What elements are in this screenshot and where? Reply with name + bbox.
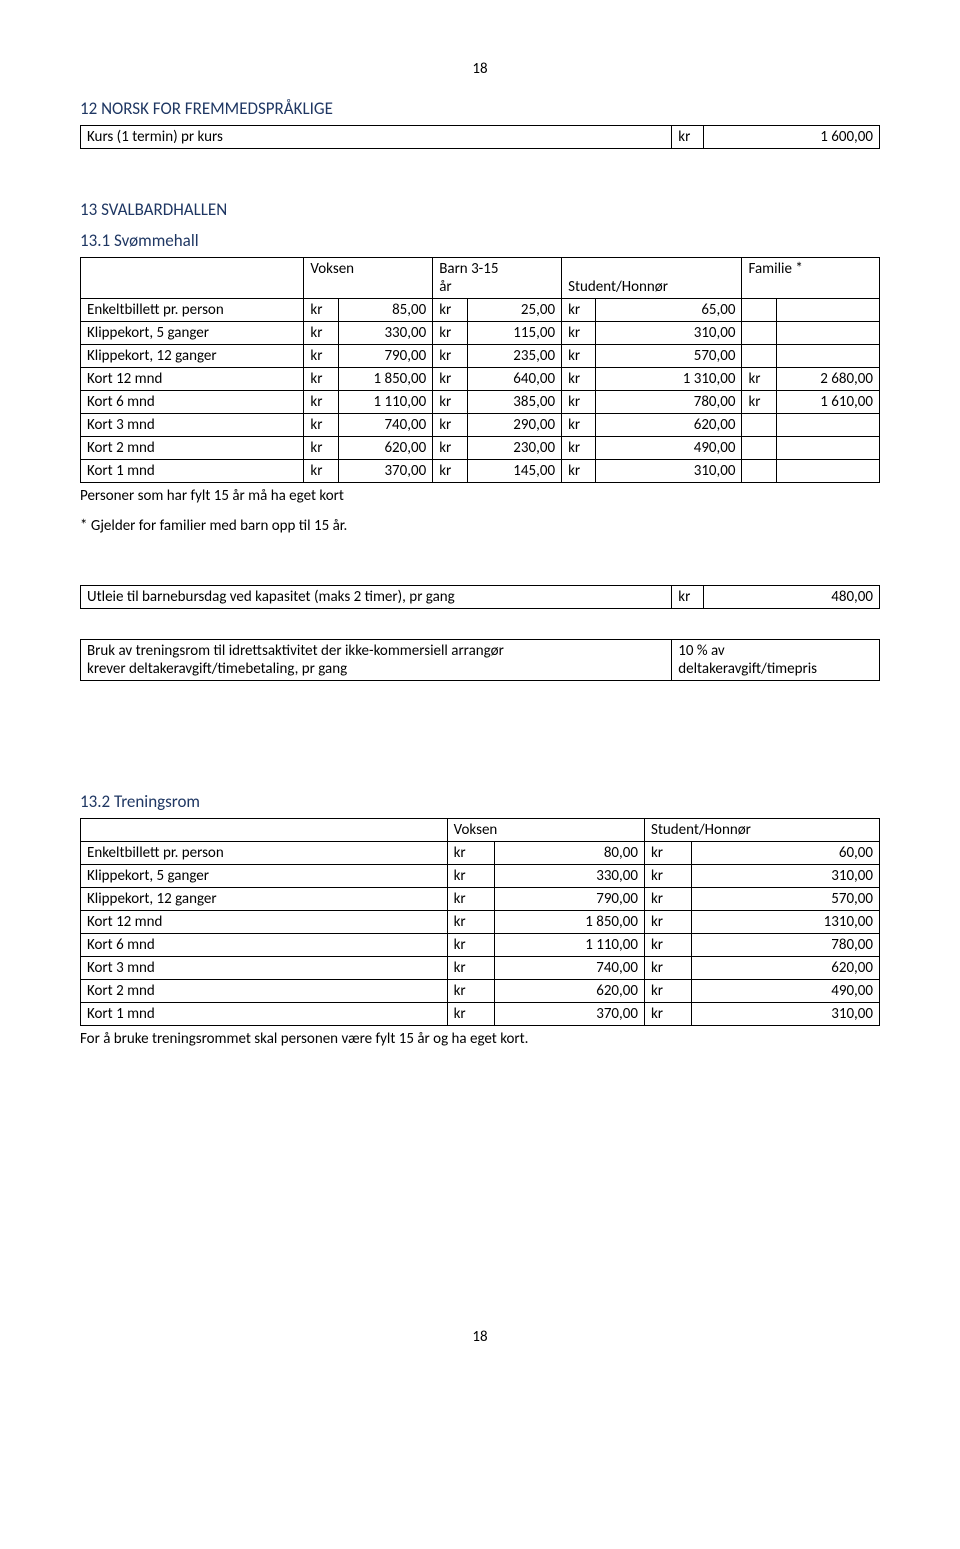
sub-132-heading: 13.2 Treningsrom	[80, 791, 880, 812]
table-row: Kort 12 mndkr1 850,00kr1310,00	[81, 911, 880, 934]
table-header-row: Voksen Barn 3-15 år Student/Honnør Famil…	[81, 258, 880, 299]
kurs-cur: kr	[672, 126, 704, 149]
kurs-val: 1 600,00	[704, 126, 880, 149]
table-row: Klippekort, 12 gangerkr790,00kr570,00	[81, 888, 880, 911]
table-row: Kort 6 mndkr1 110,00kr780,00	[81, 934, 880, 957]
train-table: Voksen Student/Honnør Enkeltbillett pr. …	[80, 818, 880, 1026]
table-row: Enkeltbillett pr. personkr85,00kr25,00kr…	[81, 299, 880, 322]
col-voksen: Voksen	[447, 819, 644, 842]
col-voksen: Voksen	[304, 258, 433, 299]
kurs-table: Kurs (1 termin) pr kurs kr 1 600,00	[80, 125, 880, 149]
utleie-label: Utleie til barnebursdag ved kapasitet (m…	[81, 586, 672, 609]
swim-note-1: Personer som har fylt 15 år må ha eget k…	[80, 487, 880, 505]
kurs-label: Kurs (1 termin) pr kurs	[81, 126, 672, 149]
table-row: Klippekort, 5 gangerkr330,00kr115,00kr31…	[81, 322, 880, 345]
table-row: Kurs (1 termin) pr kurs kr 1 600,00	[81, 126, 880, 149]
utleie-cur: kr	[672, 586, 704, 609]
table-header-row: Voksen Student/Honnør	[81, 819, 880, 842]
table-row: Kort 3 mndkr740,00kr290,00kr620,00	[81, 414, 880, 437]
page-number-top: 18	[80, 60, 880, 78]
col-familie: Familie *	[742, 258, 880, 299]
swim-note-2: * Gjelder for familier med barn opp til …	[80, 517, 880, 535]
section-13-heading: 13 SVALBARDHALLEN	[80, 199, 880, 220]
train-note: For å bruke treningsrommet skal personen…	[80, 1030, 880, 1048]
col-student: Student/Honnør	[562, 258, 742, 299]
bruk-table: Bruk av treningsrom til idrettsaktivitet…	[80, 639, 880, 681]
section-12-heading: 12 NORSK FOR FREMMEDSPRÅKLIGE	[80, 98, 880, 119]
utleie-val: 480,00	[704, 586, 880, 609]
bruk-label: Bruk av treningsrom til idrettsaktivitet…	[81, 640, 672, 681]
table-row: Kort 12 mndkr1 850,00kr640,00kr1 310,00k…	[81, 368, 880, 391]
table-row: Kort 2 mndkr620,00kr230,00kr490,00	[81, 437, 880, 460]
col-barn: Barn 3-15 år	[433, 258, 562, 299]
col-student: Student/Honnør	[644, 819, 879, 842]
utleie-table: Utleie til barnebursdag ved kapasitet (m…	[80, 585, 880, 609]
table-row: Kort 1 mndkr370,00kr145,00kr310,00	[81, 460, 880, 483]
swim-table: Voksen Barn 3-15 år Student/Honnør Famil…	[80, 257, 880, 483]
table-row: Kort 2 mndkr620,00kr490,00	[81, 980, 880, 1003]
table-row: Kort 6 mndkr1 110,00kr385,00kr780,00kr1 …	[81, 391, 880, 414]
table-row: Kort 3 mndkr740,00kr620,00	[81, 957, 880, 980]
table-row: Kort 1 mndkr370,00kr310,00	[81, 1003, 880, 1026]
sub-131-heading: 13.1 Svømmehall	[80, 230, 880, 251]
page-number-bottom: 18	[80, 1328, 880, 1346]
table-row: Bruk av treningsrom til idrettsaktivitet…	[81, 640, 880, 681]
bruk-val: 10 % av deltakeravgift/timepris	[672, 640, 880, 681]
table-row: Utleie til barnebursdag ved kapasitet (m…	[81, 586, 880, 609]
table-row: Klippekort, 5 gangerkr330,00kr310,00	[81, 865, 880, 888]
table-row: Enkeltbillett pr. personkr80,00kr60,00	[81, 842, 880, 865]
table-row: Klippekort, 12 gangerkr790,00kr235,00kr5…	[81, 345, 880, 368]
